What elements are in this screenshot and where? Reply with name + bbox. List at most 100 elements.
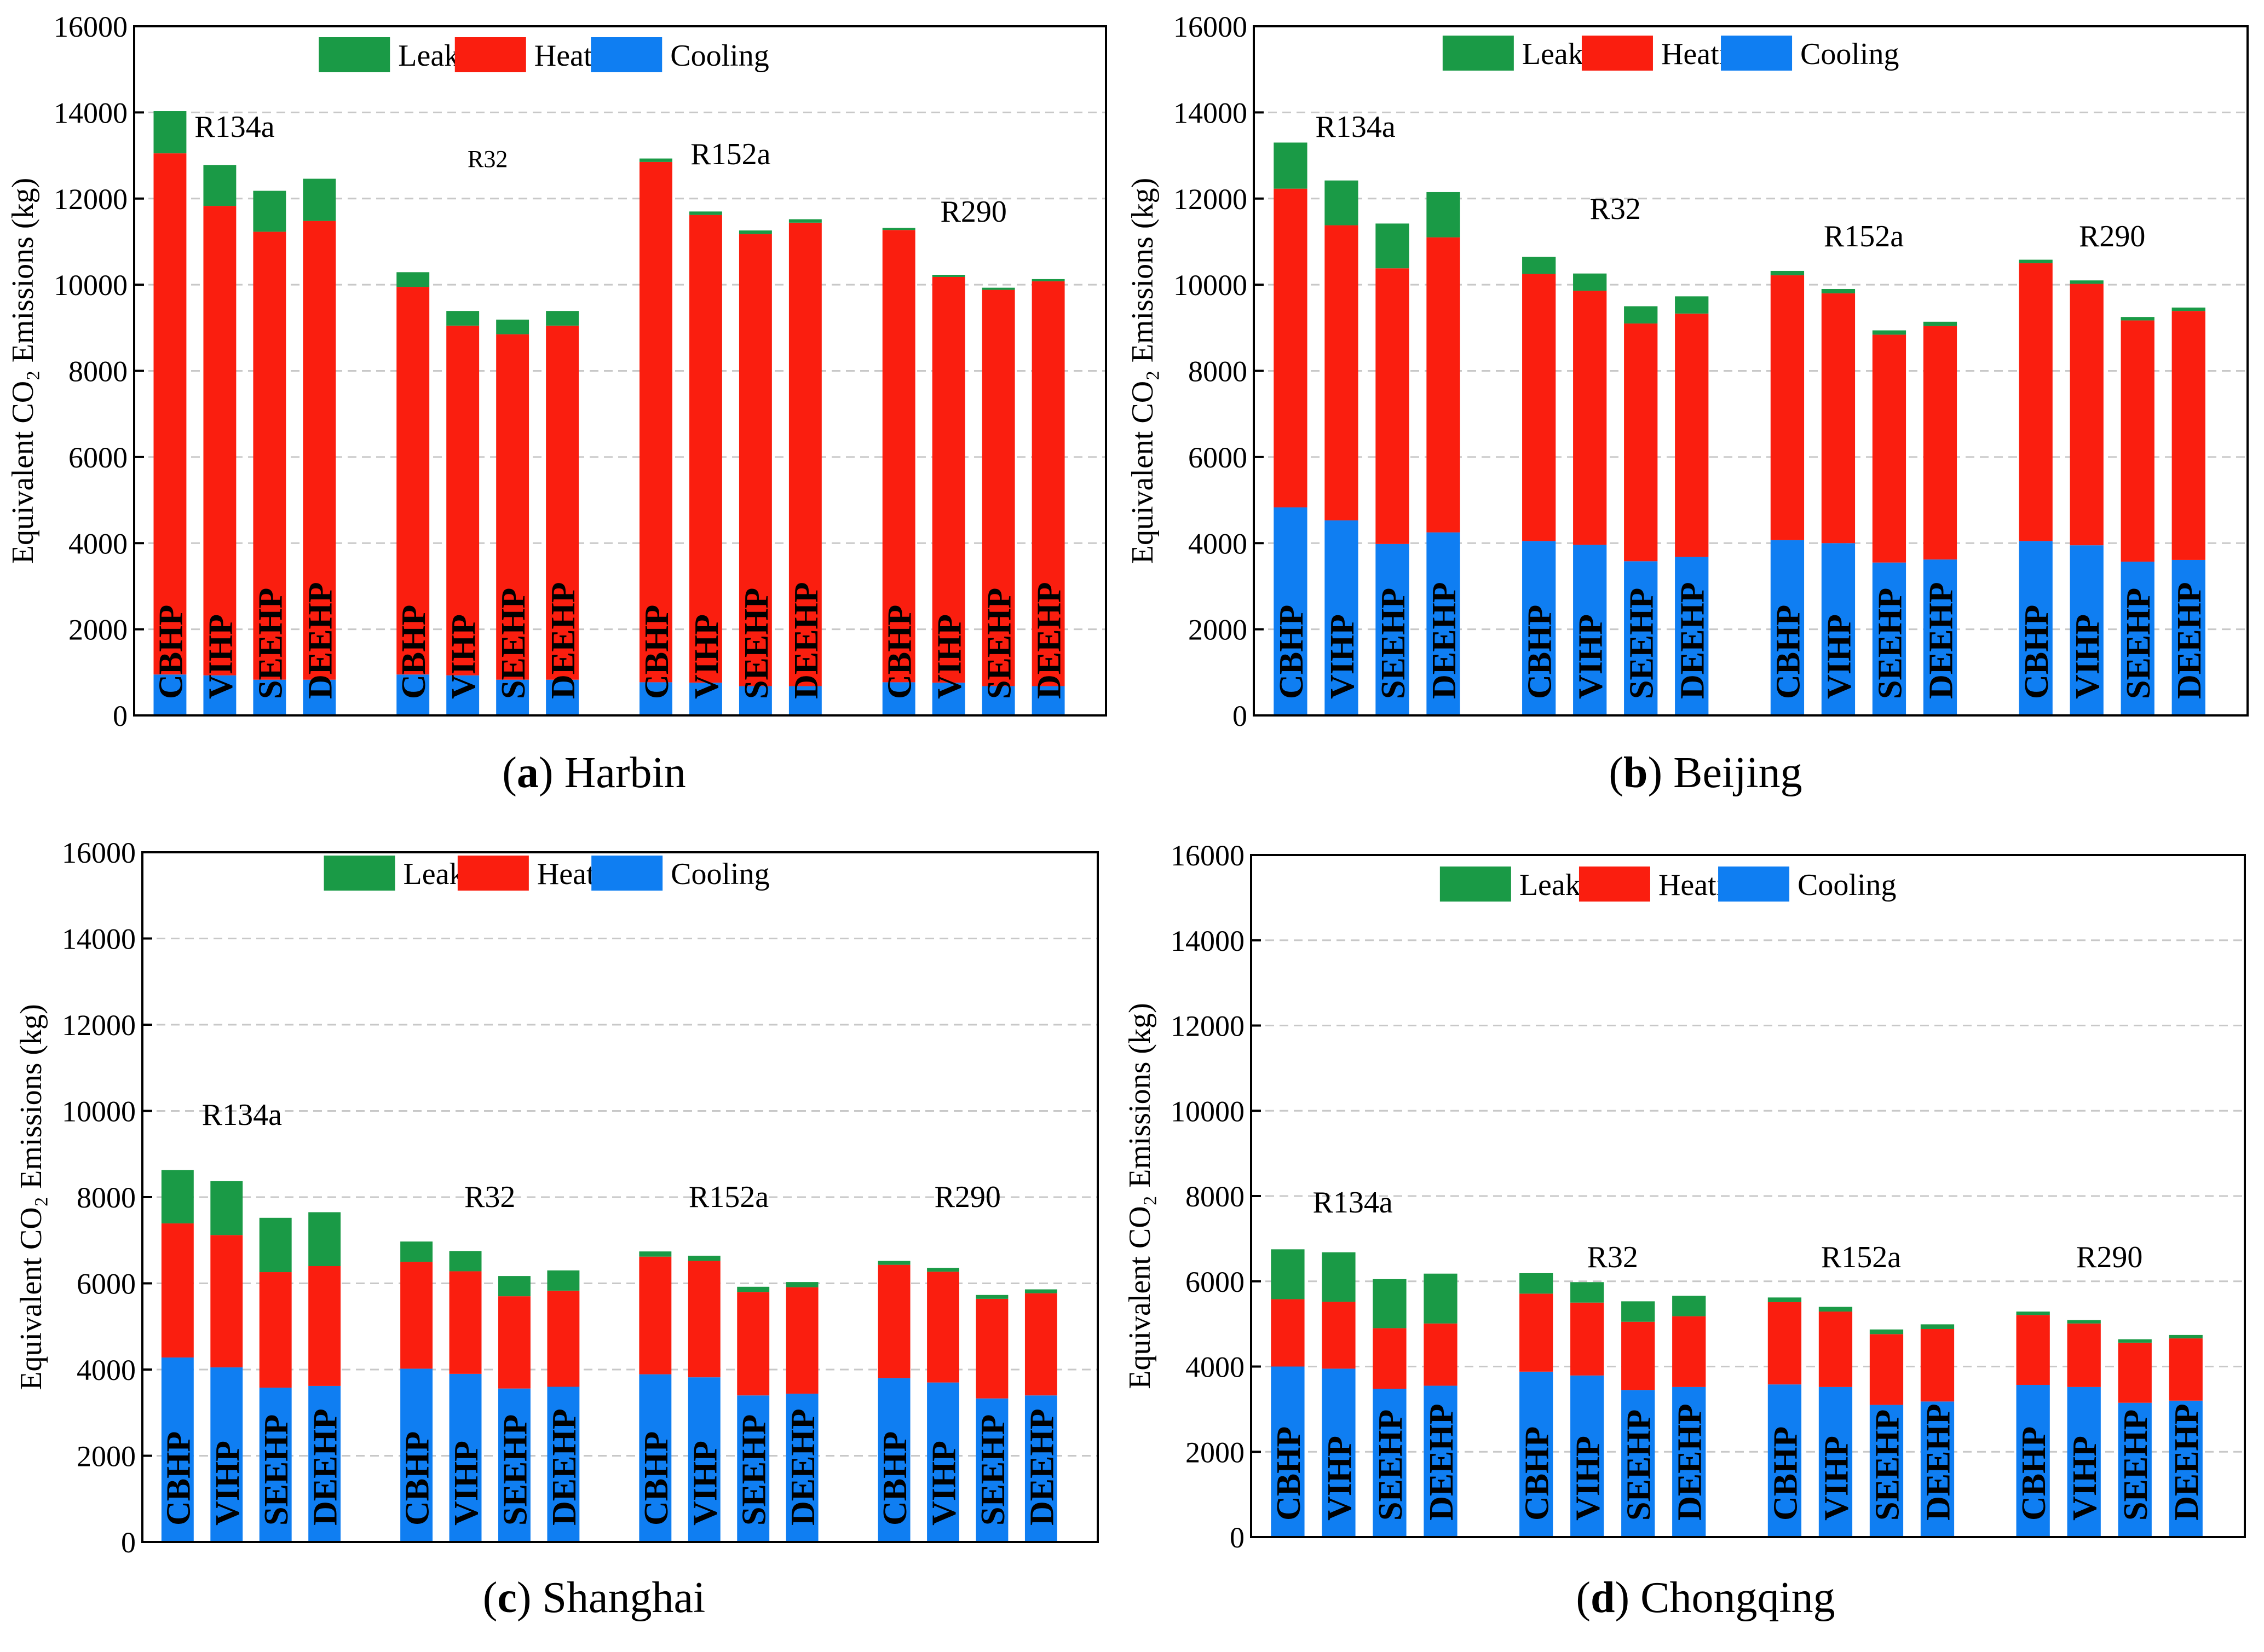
- bar-category-label: SEEHP: [1871, 588, 1909, 699]
- y-axis-title: Equivalent CO₂ Emissions (kg): [1126, 178, 1160, 564]
- bar-heating: [737, 1292, 770, 1396]
- bar-heating: [2016, 1315, 2050, 1385]
- bar-heating: [1821, 293, 1856, 544]
- bar-cooling: [546, 679, 579, 715]
- bar-category-label: CBHP: [1770, 605, 1807, 699]
- bar-category-label: SEEHP: [736, 1414, 773, 1526]
- y-tick-label: 12000: [1173, 183, 1247, 216]
- bar-leakage: [1675, 296, 1709, 314]
- bar-heating: [1271, 1299, 1305, 1367]
- y-axis-title: Equivalent CO₂ Emissions (kg): [14, 1004, 48, 1390]
- bar-category-label: SEEHP: [2117, 1410, 2154, 1521]
- bar-leakage: [882, 228, 915, 230]
- bar-category-label: DEEHP: [302, 582, 339, 699]
- bar-cooling: [396, 674, 430, 715]
- bar-leakage: [253, 190, 286, 232]
- group-label: R152a: [1824, 220, 1904, 253]
- bar-leakage: [1869, 1329, 1904, 1335]
- bar-leakage: [1573, 273, 1607, 291]
- bar-category-label: DEEHP: [307, 1408, 344, 1526]
- bar-leakage: [1032, 279, 1065, 281]
- bar-cooling: [153, 674, 187, 715]
- bar-leakage: [2067, 1320, 2101, 1324]
- bar-cooling: [1767, 1384, 1802, 1537]
- bar-category-label: VIHP: [1321, 1436, 1358, 1521]
- y-axis-title: Equivalent CO₂ Emissions (kg): [1123, 1003, 1157, 1389]
- bar-heating: [1024, 1293, 1057, 1396]
- bar-leakage: [688, 1256, 721, 1261]
- bar-heating: [688, 1261, 721, 1378]
- bar-cooling: [498, 1388, 531, 1542]
- bar-leakage: [1624, 306, 1658, 324]
- bar-heating: [253, 232, 286, 680]
- bar-heating: [161, 1223, 194, 1358]
- bar-cooling: [259, 1388, 292, 1542]
- bar-leakage: [1271, 1249, 1305, 1299]
- bar-cooling: [927, 1382, 959, 1542]
- y-tick-label: 2000: [1188, 614, 1247, 646]
- bar-heating: [203, 206, 237, 675]
- bar-category-label: DEEHP: [1031, 582, 1068, 699]
- bar-category-label: SEEHP: [975, 1414, 1012, 1526]
- bar-leakage: [2118, 1339, 2152, 1343]
- legend-swatch: [1718, 867, 1790, 902]
- bar-leakage: [547, 1270, 580, 1291]
- bar-heating: [1672, 1316, 1706, 1387]
- bar-leakage: [1770, 270, 1805, 275]
- bar-heating: [546, 325, 579, 680]
- bar-heating: [1375, 268, 1409, 544]
- bar-cooling: [446, 675, 480, 715]
- bar-category-label: VIHP: [2069, 614, 2106, 699]
- y-tick-label: 0: [1232, 700, 1247, 732]
- bar-heating: [396, 287, 430, 675]
- bar-leakage: [1818, 1307, 1853, 1312]
- panel-c: CBHP VIHP SEEHP DEEHP R134a CBHP VIHP SEEHP DEEH…: [14, 836, 1099, 1622]
- bar-cooling: [203, 675, 237, 715]
- bar-category-label: CBHP: [877, 1431, 914, 1526]
- bar-category-label: DEEHP: [788, 582, 825, 699]
- bar-cooling: [400, 1368, 433, 1542]
- y-tick-label: 10000: [1173, 269, 1247, 302]
- bar-cooling: [1818, 1387, 1853, 1537]
- bar-heating: [2070, 284, 2104, 546]
- bar-cooling: [1770, 540, 1805, 715]
- bar-leakage: [737, 1286, 770, 1292]
- bar-heating: [308, 1266, 341, 1386]
- bar-cooling: [982, 686, 1015, 715]
- bar-category-label: DEEHP: [2171, 582, 2208, 699]
- bar-leakage: [786, 1282, 819, 1287]
- bar-cooling: [210, 1367, 243, 1542]
- bar-heating: [1872, 334, 1906, 563]
- bar-cooling: [1024, 1395, 1057, 1542]
- bar-leakage: [1519, 1273, 1553, 1294]
- bar-cooling: [1869, 1405, 1904, 1537]
- bar-category-label: SEEHP: [738, 588, 775, 699]
- bar-cooling: [2121, 562, 2154, 715]
- bar-category-label: DEEHP: [1423, 1403, 1460, 1521]
- legend-swatch: [319, 37, 390, 72]
- bar-category-label: CBHP: [1270, 1426, 1307, 1521]
- group-label: R32: [1590, 192, 1641, 226]
- y-tick-label: 6000: [77, 1268, 136, 1301]
- group-label: R290: [2076, 1240, 2142, 1274]
- bar-category-label: CBHP: [1519, 1426, 1556, 1521]
- bar-cooling: [1373, 1388, 1407, 1537]
- bar-category-label: VIHP: [1324, 614, 1361, 699]
- bar-category-label: SEEHP: [252, 588, 289, 699]
- bar-heating: [1923, 326, 1957, 560]
- bar-category-label: SEEHP: [981, 588, 1018, 699]
- bar-heating: [878, 1264, 911, 1378]
- group-label: R134a: [202, 1098, 282, 1132]
- bar-cooling: [2169, 1400, 2203, 1537]
- bar-cooling: [2016, 1384, 2050, 1537]
- bar-leakage: [1424, 1273, 1458, 1324]
- y-tick-label: 0: [121, 1526, 136, 1559]
- bar-cooling: [976, 1398, 1009, 1542]
- panel-d: CBHP VIHP SEEHP DEEHP R134a CBHP VIHP SEEHP DEEH…: [1123, 839, 2246, 1622]
- bar-leakage: [2171, 307, 2205, 311]
- bar-cooling: [547, 1387, 580, 1542]
- caption-paren: (: [1576, 1574, 1591, 1622]
- bar-heating: [1869, 1334, 1904, 1405]
- bar-category-label: SEEHP: [2120, 588, 2157, 699]
- y-tick-label: 16000: [54, 10, 128, 43]
